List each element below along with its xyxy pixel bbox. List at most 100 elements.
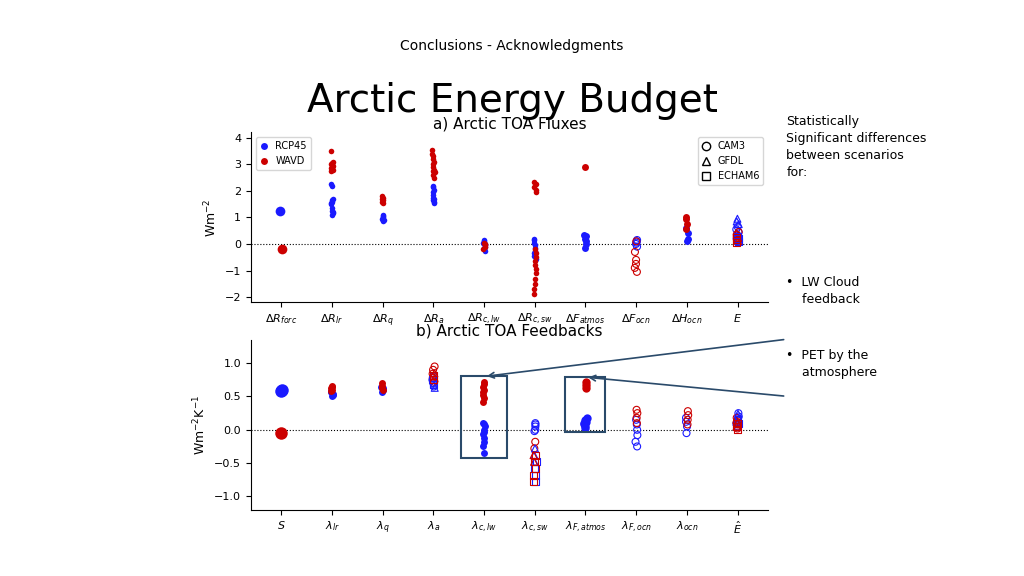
Point — [729, 237, 745, 246]
Text: Arctic Energy Budget: Arctic Energy Budget — [306, 82, 718, 120]
Point — [426, 380, 442, 389]
Point — [527, 254, 544, 263]
Point — [629, 420, 645, 429]
Point — [578, 381, 594, 390]
Text: Introduction – Methods – Results – Limitations –: Introduction – Methods – Results – Limit… — [348, 9, 676, 23]
Point — [527, 180, 544, 189]
Point — [325, 165, 341, 175]
Point — [324, 166, 340, 176]
Point — [730, 234, 746, 243]
Point — [526, 444, 543, 453]
Point — [373, 382, 389, 392]
Point — [526, 457, 543, 467]
Point — [527, 185, 544, 194]
Point — [324, 392, 340, 401]
Point — [273, 385, 290, 395]
Point — [577, 234, 593, 243]
Point — [629, 405, 645, 414]
Y-axis label: Wm$^{-2}$K$^{-1}$: Wm$^{-2}$K$^{-1}$ — [193, 395, 209, 455]
Point — [527, 419, 544, 428]
Point — [375, 196, 391, 205]
Point — [526, 257, 543, 266]
Point — [324, 385, 340, 395]
Point — [730, 228, 746, 237]
Point — [526, 234, 543, 243]
Point — [527, 425, 544, 434]
Point — [324, 158, 340, 168]
Point — [475, 388, 492, 397]
Point — [680, 234, 696, 243]
Point — [729, 420, 745, 429]
Point — [729, 232, 745, 241]
Point — [476, 242, 493, 251]
Point — [424, 149, 440, 158]
Point — [424, 369, 440, 378]
Point — [324, 206, 340, 215]
Point — [728, 417, 744, 426]
Point — [426, 165, 442, 175]
Point — [325, 209, 341, 218]
Point — [526, 457, 543, 467]
Point — [476, 433, 493, 442]
Point — [476, 246, 493, 255]
Point — [577, 415, 593, 425]
Point — [324, 197, 340, 206]
Point — [425, 182, 441, 191]
Point — [678, 429, 694, 438]
Point — [325, 157, 341, 166]
Point — [629, 267, 645, 276]
Point — [425, 151, 441, 161]
Point — [728, 229, 744, 238]
Point — [729, 415, 745, 425]
Point — [526, 450, 543, 460]
Point — [273, 245, 290, 254]
Point — [629, 425, 645, 434]
Point — [476, 240, 493, 249]
Point — [577, 419, 593, 428]
Point — [730, 238, 746, 247]
Point — [476, 380, 493, 389]
Point — [324, 382, 340, 392]
Point — [323, 388, 339, 397]
Point — [628, 437, 644, 446]
Point — [729, 233, 745, 242]
Point — [525, 238, 542, 247]
Point — [730, 409, 746, 418]
Bar — [565, 377, 605, 432]
Point — [628, 259, 644, 268]
Point — [425, 181, 441, 190]
Point — [425, 193, 441, 202]
Point — [425, 162, 441, 172]
Point — [426, 157, 442, 166]
Point — [577, 230, 593, 239]
Text: •  LW Cloud
    feedback: • LW Cloud feedback — [786, 275, 860, 305]
Point — [526, 246, 543, 255]
Point — [425, 194, 441, 203]
Point — [375, 213, 391, 222]
Point — [730, 232, 746, 241]
Point — [425, 154, 441, 164]
Point — [629, 236, 645, 245]
Point — [629, 442, 645, 451]
Point — [578, 244, 594, 253]
Point — [374, 381, 390, 391]
Point — [374, 383, 390, 392]
Point — [730, 413, 746, 422]
Point — [627, 247, 643, 256]
Point — [730, 219, 746, 229]
Point — [374, 387, 390, 396]
Text: Statistically
Significant differences
between scenarios
for:: Statistically Significant differences be… — [786, 115, 927, 179]
Point — [729, 222, 745, 232]
Point — [577, 424, 593, 433]
Point — [680, 411, 696, 420]
Point — [730, 419, 746, 428]
Point — [323, 160, 339, 169]
Point — [728, 234, 744, 243]
Point — [323, 164, 339, 173]
Point — [526, 274, 543, 283]
Point — [527, 244, 544, 253]
Legend: CAM3, GFDL, ECHAM6: CAM3, GFDL, ECHAM6 — [698, 137, 763, 185]
Point — [476, 236, 493, 245]
Point — [425, 372, 441, 381]
Point — [375, 385, 391, 395]
